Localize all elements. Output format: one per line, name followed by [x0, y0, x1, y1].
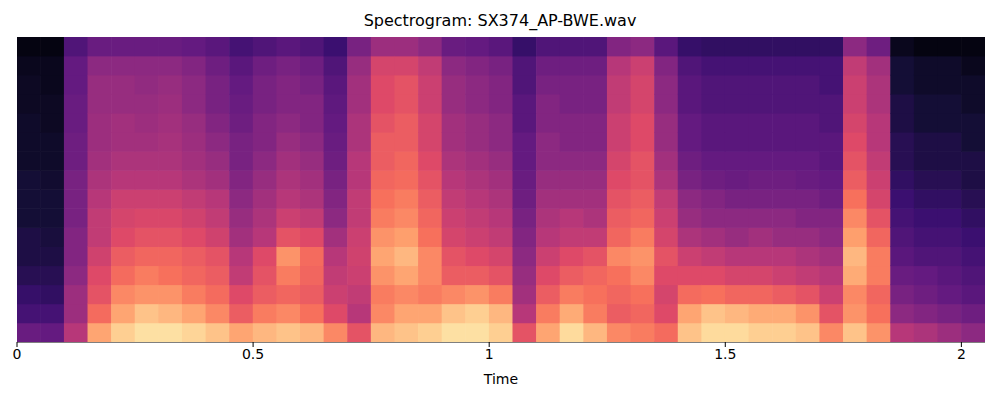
svg-text:0: 0 — [13, 346, 22, 362]
svg-text:1: 1 — [485, 346, 494, 362]
svg-text:0.5: 0.5 — [242, 346, 264, 362]
svg-text:1.5: 1.5 — [714, 346, 736, 362]
svg-text:2: 2 — [957, 346, 966, 362]
html-text:Spectrogram: SX374_AP-BWE.wav: Spectrogram: SX374_AP-BWE.wav — [363, 11, 637, 30]
svg-text:Time: Time — [483, 371, 518, 387]
